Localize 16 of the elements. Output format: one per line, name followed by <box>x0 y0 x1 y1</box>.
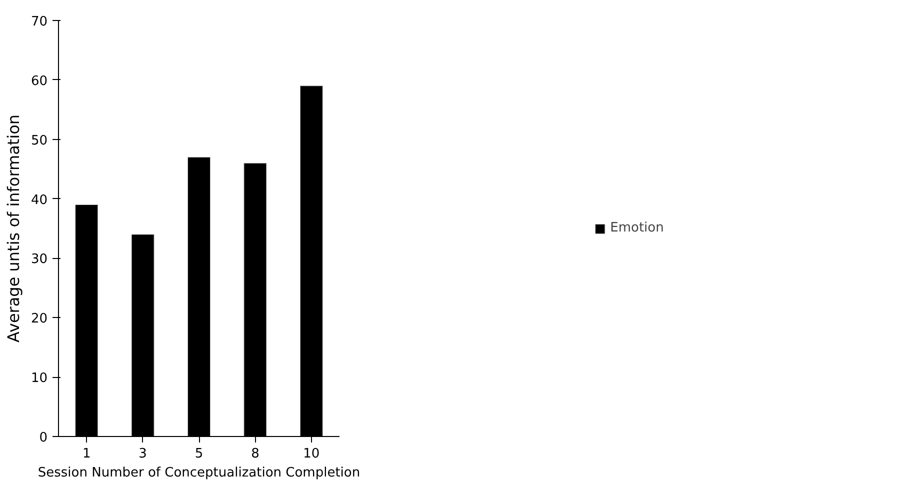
x-axis-title: Session Number of Conceptualization Completion <box>38 466 360 480</box>
x-tick-label: 10 <box>303 446 320 462</box>
y-tick-label: 20 <box>30 312 48 327</box>
x-tick-label: 8 <box>251 446 260 462</box>
y-tick-label: 30 <box>30 252 48 268</box>
x-tick-label: 1 <box>82 446 91 462</box>
y-tick-label: 0 <box>39 430 48 446</box>
x-tick-label: 3 <box>138 446 147 462</box>
y-tick-label: 50 <box>30 133 48 148</box>
x-tick-label: 5 <box>194 446 204 462</box>
y-tick-label: 10 <box>30 371 48 386</box>
y-tick-label: 70 <box>30 14 48 30</box>
legend-label: Emotion <box>610 220 664 236</box>
y-tick-label: 60 <box>30 74 48 89</box>
y-tick-label: 40 <box>30 192 48 208</box>
y-axis-title: Average untis of information <box>4 114 23 343</box>
